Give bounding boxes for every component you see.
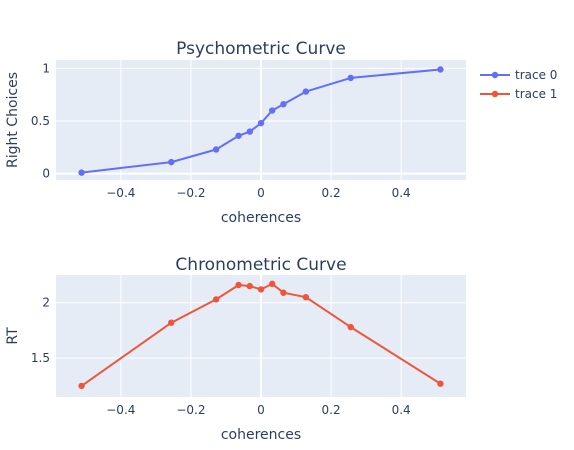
psychometric-data-point [257, 119, 265, 127]
chronometric-data-point [212, 296, 220, 303]
chronometric-y-tick-label: 2 [42, 296, 50, 310]
psychometric-x-tick-label: 0.4 [392, 186, 411, 200]
chronometric-x-tick-label: −0.2 [176, 403, 205, 417]
chronometric-data-point [280, 289, 287, 296]
psychometric-x-axis-title: coherences [221, 210, 301, 226]
chronometric-data-point [302, 293, 310, 301]
chronometric-title: Chronometric Curve [175, 255, 346, 275]
psychometric-data-point [246, 128, 253, 135]
psychometric-title: Psychometric Curve [176, 39, 346, 59]
chronometric-data-point [347, 323, 354, 331]
psychometric-data-point [168, 158, 175, 166]
legend-marker [491, 71, 499, 79]
chronometric-x-tick-label: −0.4 [106, 403, 135, 417]
chronometric-x-axis-title: coherences [221, 427, 301, 443]
chronometric-data-point [257, 286, 265, 293]
chronometric-data-point [246, 282, 253, 290]
psychometric-data-point [235, 132, 242, 139]
chronometric-panel: −0.4 −0.2 0 0.2 0.4 1.5 2 Chronometric Curve coh… [5, 255, 466, 443]
psychometric-data-point [347, 74, 354, 82]
chronometric-data-point [168, 319, 175, 326]
chronometric-x-tick-label: 0.2 [322, 403, 341, 417]
psychometric-data-point [437, 66, 444, 73]
psychometric-x-tick-label: 0.2 [322, 186, 341, 200]
chronometric-data-point [235, 281, 242, 289]
psychometric-x-tick-label: −0.4 [106, 186, 135, 200]
psychometric-x-tick-label: −0.2 [176, 186, 205, 200]
psychometric-y-tick-label: 0.5 [31, 114, 50, 128]
legend-label: trace 0 [515, 68, 557, 82]
legend[interactable]: trace 0 trace 1 [480, 68, 557, 101]
chronometric-x-tick-label: 0 [257, 403, 265, 417]
chronometric-x-tick-label: 0.4 [392, 403, 411, 417]
psychometric-y-axis-title: Right Choices [5, 72, 21, 168]
legend-item[interactable]: trace 1 [480, 87, 557, 101]
chronometric-data-point [269, 280, 276, 288]
psychometric-data-point [269, 107, 276, 114]
chronometric-data-point [437, 380, 444, 387]
psychometric-data-point [212, 146, 220, 153]
chronometric-y-axis-title: RT [5, 327, 21, 345]
psychometric-data-point [280, 101, 287, 108]
legend-item[interactable]: trace 0 [480, 68, 557, 82]
psychometric-panel: −0.4 −0.2 0 0.2 0.4 0 0.5 1 Psychometric Curve co… [5, 39, 466, 226]
psychometric-y-tick-label: 0 [42, 167, 50, 181]
chronometric-y-tick-label: 1.5 [31, 351, 50, 365]
chronometric-data-point [78, 382, 85, 390]
legend-marker [491, 90, 499, 98]
legend-label: trace 1 [515, 87, 557, 101]
psychometric-y-tick-label: 1 [42, 61, 50, 75]
psychometric-data-point [78, 169, 85, 176]
psychometric-x-tick-label: 0 [257, 186, 265, 200]
psychometric-data-point [302, 88, 310, 95]
